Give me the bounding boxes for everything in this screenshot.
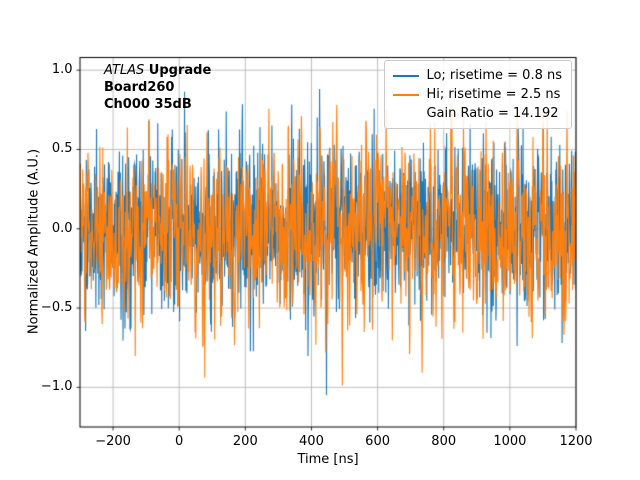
legend-entry: Gain Ratio = 14.192 <box>393 104 562 123</box>
legend-line-swatch <box>393 74 420 77</box>
x-axis-label: Time [ns] <box>297 452 359 467</box>
y-tick-label: −0.5 <box>40 300 73 316</box>
legend-entry: Lo; risetime = 0.8 ns <box>393 66 562 85</box>
y-tick-label: −1.0 <box>40 379 73 395</box>
x-tick-label: 0 <box>175 434 184 449</box>
legend-line-swatch <box>393 93 420 96</box>
x-tick-label: 800 <box>431 434 457 449</box>
x-tick-label: 200 <box>232 434 258 449</box>
x-tick-label: −200 <box>95 434 131 449</box>
x-tick-label: 400 <box>299 434 324 449</box>
x-tick-label: 1000 <box>493 434 527 449</box>
plot-annotation: ATLAS Upgrade Board260 Ch000 35dB <box>104 62 211 113</box>
annotation-atlas: ATLAS <box>104 63 145 78</box>
x-tick-label: 1200 <box>559 434 593 449</box>
y-tick-label: 0.0 <box>51 220 73 236</box>
legend-entry: Hi; risetime = 2.5 ns <box>393 85 562 104</box>
annotation-line-2: Board260 <box>104 80 175 95</box>
legend-label: Lo; risetime = 0.8 ns <box>426 68 562 83</box>
y-tick-label: 0.5 <box>51 141 73 157</box>
annotation-line-1: ATLAS Upgrade <box>104 62 211 79</box>
y-tick-label: 1.0 <box>51 62 73 78</box>
legend-label: Gain Ratio = 14.192 <box>426 106 559 121</box>
legend-label: Hi; risetime = 2.5 ns <box>426 87 561 102</box>
annotation-line-3: Ch000 35dB <box>104 97 192 112</box>
legend: Lo; risetime = 0.8 ns Hi; risetime = 2.5 … <box>384 60 572 129</box>
y-axis-label: Normalized Amplitude (A.U.) <box>26 148 42 335</box>
annotation-upgrade: Upgrade <box>144 63 212 78</box>
x-tick-label: 600 <box>365 434 391 449</box>
